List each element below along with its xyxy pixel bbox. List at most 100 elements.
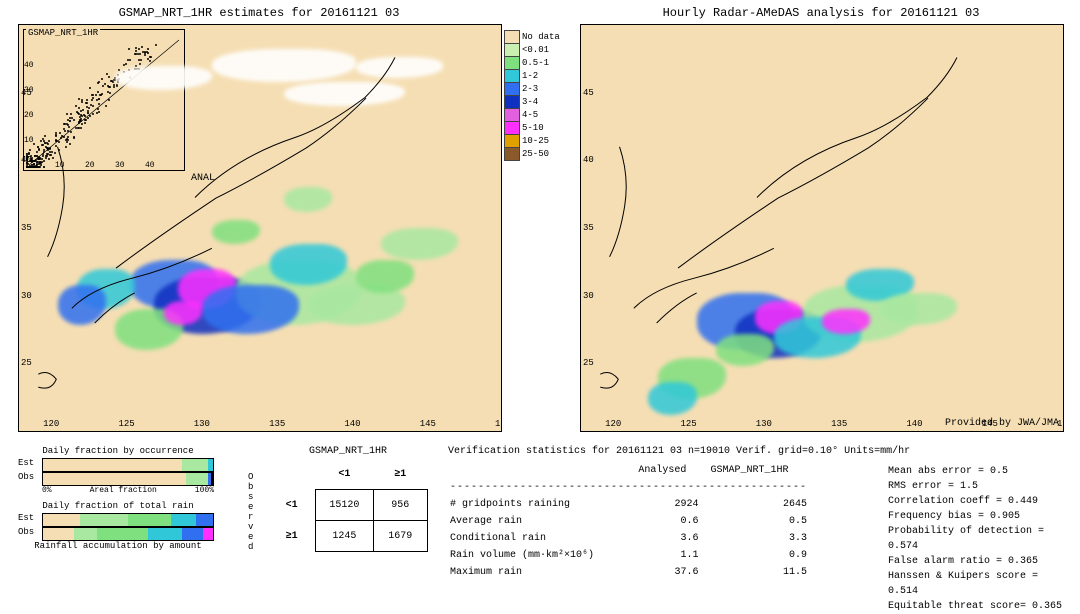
fraction-segment <box>211 473 214 485</box>
legend-label: <0.01 <box>522 45 549 55</box>
stats-table: AnalysedGSMAP_NRT_1HR -------------------… <box>448 461 819 582</box>
fraction-title: Daily fraction of total rain <box>18 501 218 511</box>
fraction-segment <box>182 528 203 540</box>
fraction-segment <box>148 528 183 540</box>
legend-label: 3-4 <box>522 97 538 107</box>
stats-header: Verification statistics for 20161121 03 … <box>448 446 1068 457</box>
observed-letter: e <box>248 532 260 542</box>
lon-tick: 130 <box>194 419 210 429</box>
lat-tick: 30 <box>583 291 594 301</box>
legend-swatch <box>504 108 520 122</box>
stats-metrics: Mean abs error = 0.5RMS error = 1.5Corre… <box>888 464 1068 614</box>
legend-row: 10-25 <box>504 134 574 147</box>
fraction-row-label: Est <box>18 513 34 523</box>
stats-metric: Correlation coeff = 0.449 <box>888 494 1068 509</box>
coastline-svg <box>581 25 1063 431</box>
map-gsmap: GSMAP_NRT_1HR 1020304010203040 120125130… <box>18 24 502 432</box>
lat-tick: 35 <box>21 223 32 233</box>
stats-cell: 1.1 <box>638 548 708 563</box>
fraction-bar <box>42 472 214 486</box>
lon-tick: 125 <box>680 419 696 429</box>
legend-label: 10-25 <box>522 136 549 146</box>
stats-metric: Frequency bias = 0.905 <box>888 509 1068 524</box>
map-radar: Provided by JWA/JMA 12012513013514014515… <box>580 24 1064 432</box>
legend-label: 0.5-1 <box>522 58 549 68</box>
fraction-row-label: Obs <box>18 472 34 482</box>
legend-row: No data <box>504 30 574 43</box>
lon-tick: 140 <box>344 419 360 429</box>
fraction-segment <box>208 459 214 471</box>
observed-letter: O <box>248 472 260 482</box>
lon-tick: 140 <box>906 419 922 429</box>
stats-cell: Maximum rain <box>450 565 636 580</box>
lon-tick: 145 <box>982 419 998 429</box>
ct-cell: 15120 <box>316 490 373 521</box>
contingency-title: GSMAP_NRT_1HR <box>268 446 428 457</box>
ct-col-header: <1 <box>316 459 373 490</box>
fraction-bar <box>42 513 214 527</box>
stats-cell: 37.6 <box>638 565 708 580</box>
stats-metric: RMS error = 1.5 <box>888 479 1068 494</box>
fraction-block: Daily fraction by occurrenceEstObs0%Area… <box>18 446 218 495</box>
color-legend: No data<0.010.5-11-22-33-44-55-1010-2525… <box>504 30 574 160</box>
fraction-bars: Daily fraction by occurrenceEstObs0%Area… <box>18 446 218 553</box>
anal-label: ANAL <box>191 173 215 184</box>
fraction-segment <box>43 514 81 526</box>
legend-swatch <box>504 121 520 135</box>
stats-cell: # gridpoints raining <box>450 497 636 512</box>
fraction-segment <box>182 459 209 471</box>
legend-swatch <box>504 147 520 161</box>
fraction-segment <box>43 473 187 485</box>
stats-divider: ----------------------------------------… <box>450 480 817 495</box>
lat-tick: 45 <box>583 88 594 98</box>
stats-col-header: Analysed <box>638 463 708 478</box>
stats-cell: 0.9 <box>711 548 818 563</box>
ct-cell: 956 <box>373 490 427 521</box>
legend-swatch <box>504 134 520 148</box>
observed-letter: s <box>248 492 260 502</box>
lat-tick: 25 <box>21 358 32 368</box>
lon-tick: 135 <box>269 419 285 429</box>
stats-col-header: GSMAP_NRT_1HR <box>711 463 818 478</box>
fraction-row: Obs <box>18 527 218 539</box>
stats-metric: False alarm ratio = 0.365 <box>888 554 1068 569</box>
stats-metric: Probability of detection = 0.574 <box>888 524 1068 554</box>
lon-tick: 130 <box>756 419 772 429</box>
lon-tick: 120 <box>43 419 59 429</box>
fraction-segment <box>128 514 172 526</box>
coastline-svg <box>19 25 501 431</box>
legend-label: No data <box>522 32 560 42</box>
legend-row: 1-2 <box>504 69 574 82</box>
legend-row: 0.5-1 <box>504 56 574 69</box>
fraction-segment <box>203 528 214 540</box>
fraction-segment <box>196 514 214 526</box>
legend-label: 25-50 <box>522 149 549 159</box>
stats-cell: 3.6 <box>638 531 708 546</box>
legend-label: 2-3 <box>522 84 538 94</box>
fraction-row-label: Obs <box>18 527 34 537</box>
fraction-segment <box>74 528 99 540</box>
ct-cell: 1245 <box>316 521 373 552</box>
stats-cell: 2924 <box>638 497 708 512</box>
lon-tick: 120 <box>605 419 621 429</box>
ct-col-header: ≥1 <box>373 459 427 490</box>
fraction-title: Daily fraction by occurrence <box>18 446 218 456</box>
stats-cell: 11.5 <box>711 565 818 580</box>
stats-cell: 2645 <box>711 497 818 512</box>
stats-metric: Hanssen & Kuipers score = 0.514 <box>888 569 1068 599</box>
lat-tick: 35 <box>583 223 594 233</box>
verification-stats: Verification statistics for 20161121 03 … <box>448 446 1068 582</box>
stats-cell: 0.6 <box>638 514 708 529</box>
fraction-segment <box>171 514 198 526</box>
fraction-row: Est <box>18 458 218 470</box>
contingency-table: <1≥1<115120956≥112451679 <box>268 459 428 552</box>
observed-letter: e <box>248 502 260 512</box>
observed-letter: b <box>248 482 260 492</box>
fraction-segment <box>43 528 75 540</box>
fraction-row: Est <box>18 513 218 525</box>
legend-row: 25-50 <box>504 147 574 160</box>
legend-swatch <box>504 69 520 83</box>
legend-swatch <box>504 56 520 70</box>
lat-tick: 25 <box>583 358 594 368</box>
legend-label: 5-10 <box>522 123 544 133</box>
